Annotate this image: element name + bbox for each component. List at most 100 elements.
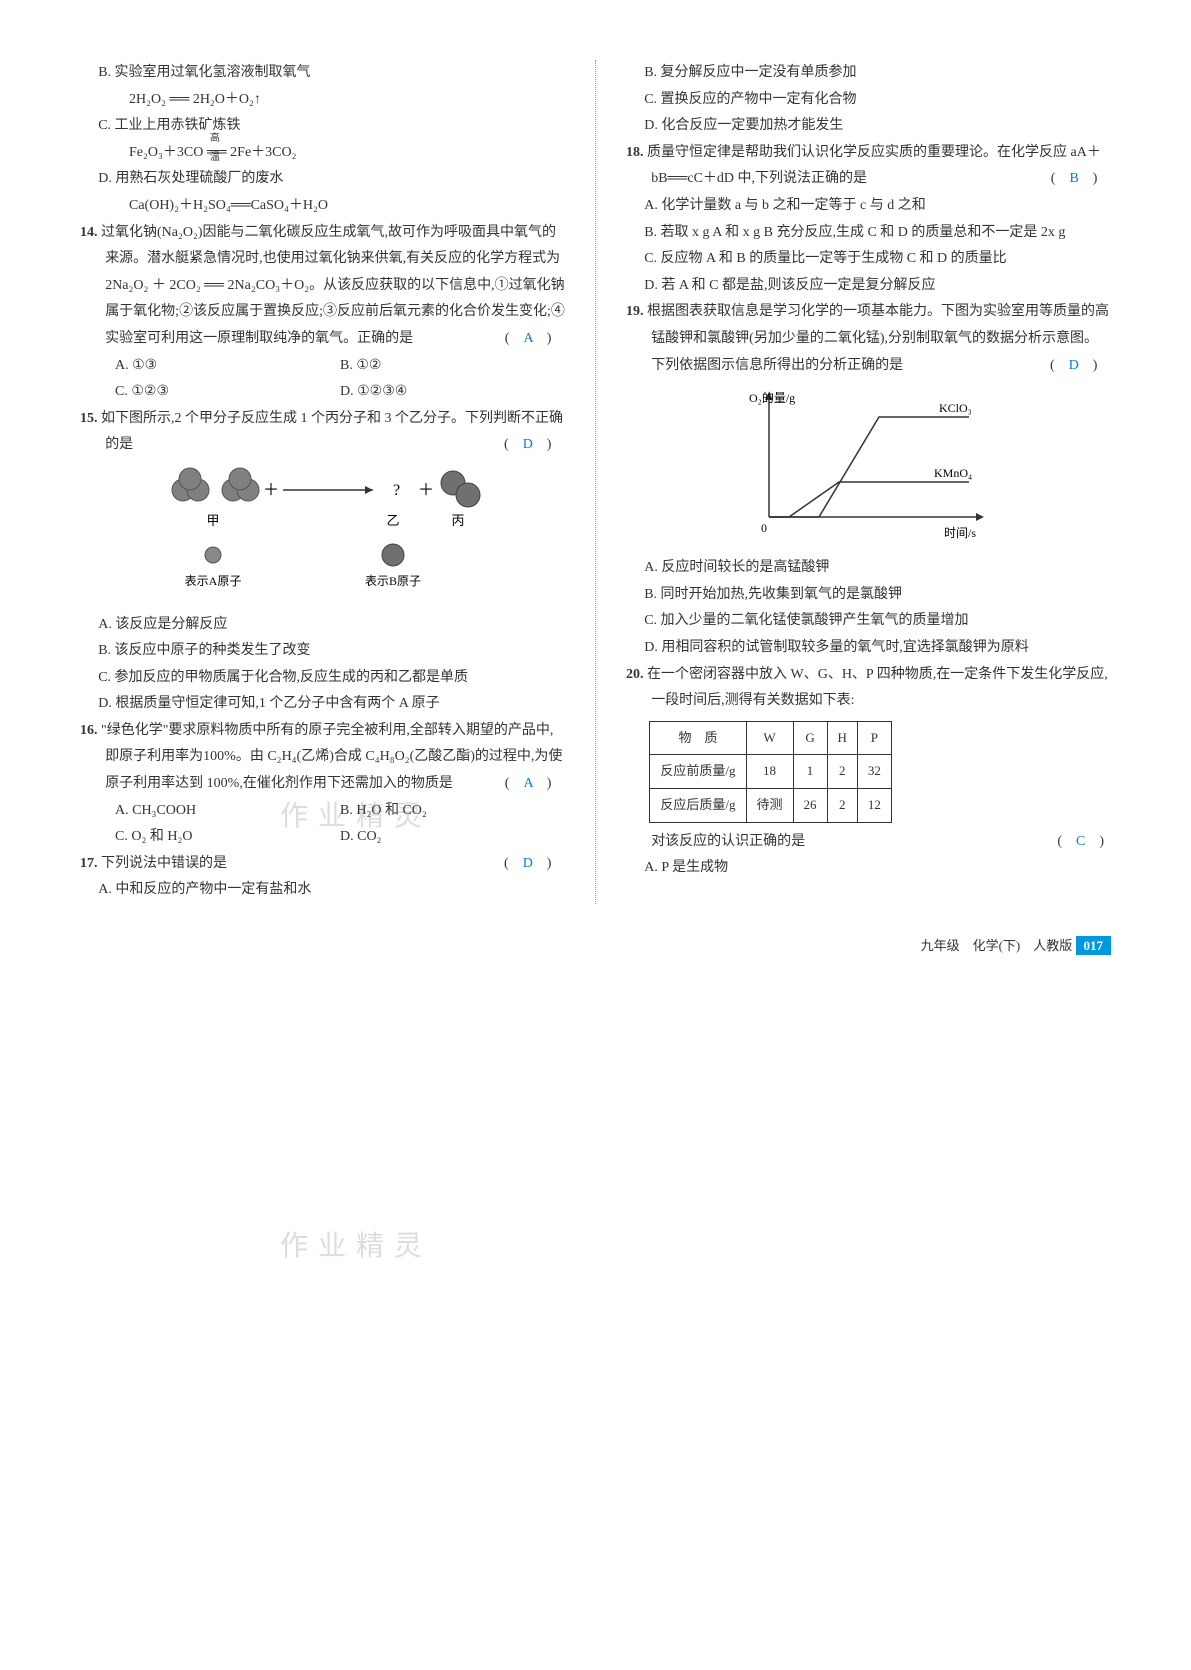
q13-option-d: D. 用熟石灰处理硫酸厂的废水 <box>80 166 565 193</box>
xlabel: 时间/s <box>944 526 976 540</box>
plus-1: ＋ <box>263 482 279 499</box>
label-kmno4: KMnO₄ <box>934 466 972 480</box>
q15-answer: D <box>523 437 533 452</box>
q17-answer: D <box>523 856 533 871</box>
column-divider <box>595 60 596 904</box>
q19-c: C. 加入少量的二氧化锰使氯酸钾产生氧气的质量增加 <box>626 608 1111 635</box>
label-yi: 乙 <box>386 513 399 528</box>
molecule-jia <box>172 468 259 501</box>
q17-body: 下列说法中错误的是 <box>101 856 227 871</box>
q13-eq-b: 2H₂O₂ ══ 2H₂O＋O₂↑ <box>80 87 565 114</box>
q19-text: 19. 根据图表获取信息是学习化学的一项基本能力。下图为实验室用等质量的高锰酸钾… <box>626 299 1111 379</box>
q17-text: 17. 下列说法中错误的是 ( D ) <box>80 851 565 878</box>
q14-text: 14. 过氧化钠(Na₂O₂)因能与二氧化碳反应生成氧气,故可作为呼吸面具中氧气… <box>80 220 565 353</box>
table-row: 反应前质量/g 18 1 2 32 <box>650 755 892 789</box>
q14-num: 14. <box>80 225 98 240</box>
q18-num: 18. <box>626 145 644 160</box>
label-kclo3: KClO₃ <box>939 401 972 415</box>
origin-label: 0 <box>761 521 767 535</box>
q14-answer: A <box>523 331 532 346</box>
q17-b: B. 复分解反应中一定没有单质参加 <box>626 60 1111 87</box>
reaction-arrow-head <box>365 486 373 494</box>
q14-a: A. ①③ <box>115 353 340 380</box>
ylabel: O₂的量/g <box>749 390 795 405</box>
molecule-svg: ＋ ? ＋ 甲 乙 丙 表示A原子 表示B原子 <box>143 465 503 595</box>
legend-a-atom <box>205 547 221 563</box>
label-bing: 丙 <box>451 513 464 528</box>
q13-option-b: B. 实验室用过氧化氢溶液制取氧气 <box>80 60 565 87</box>
q16-num: 16. <box>80 723 98 738</box>
q16-text: 16. "绿色化学"要求原料物质中所有的原子完全被利用,全部转入期望的产品中,即… <box>80 718 565 798</box>
q16-d: D. CO₂ <box>340 824 565 851</box>
r1c1: 18 <box>746 755 793 789</box>
q15-a: A. 该反应是分解反应 <box>80 612 565 639</box>
legend-b-label: 表示B原子 <box>364 574 420 588</box>
q20-num: 20. <box>626 667 644 682</box>
q18-c: C. 反应物 A 和 B 的质量比一定等于生成物 C 和 D 的质量比 <box>626 246 1111 273</box>
legend-a-label: 表示A原子 <box>184 574 241 588</box>
q17-c: C. 置换反应的产物中一定有化合物 <box>626 87 1111 114</box>
page-number: 017 <box>1076 936 1112 955</box>
q13-c-cond: 高温 <box>210 129 227 167</box>
q14-opts-cd: C. ①②③ D. ①②③④ <box>80 379 565 406</box>
q20-text: 20. 在一个密闭容器中放入 W、G、H、P 四种物质,在一定条件下发生化学反应… <box>626 662 1111 715</box>
q14-c: C. ①②③ <box>115 379 340 406</box>
r2c1: 待测 <box>746 789 793 823</box>
legend-b-atom <box>382 544 404 566</box>
page-footer: 九年级 化学(下) 人教版 017 <box>80 934 1111 959</box>
q17-d: D. 化合反应一定要加热才能发生 <box>626 113 1111 140</box>
q14-b: B. ①② <box>340 353 565 380</box>
right-column: B. 复分解反应中一定没有单质参加 C. 置换反应的产物中一定有化合物 D. 化… <box>626 60 1111 904</box>
q18-b: B. 若取 x g A 和 x g B 充分反应,生成 C 和 D 的质量总和不… <box>626 220 1111 247</box>
plus-2: ＋ <box>418 482 434 499</box>
r2c0: 反应后质量/g <box>650 789 746 823</box>
molecule-bing <box>441 471 480 507</box>
page-container: B. 实验室用过氧化氢溶液制取氧气 2H₂O₂ ══ 2H₂O＋O₂↑ C. 工… <box>80 60 1111 904</box>
q14-opts-ab: A. ①③ B. ①② <box>80 353 565 380</box>
q16-opts-ab: A. CH₃COOH B. H₂O 和 CO₂ <box>80 798 565 825</box>
q14-body: 过氧化钠(Na₂O₂)因能与二氧化碳反应生成氧气,故可作为呼吸面具中氧气的来源。… <box>101 225 565 346</box>
q16-body: "绿色化学"要求原料物质中所有的原子完全被利用,全部转入期望的产品中,即原子利用… <box>101 723 562 791</box>
th-4: P <box>857 721 891 755</box>
q19-body: 根据图表获取信息是学习化学的一项基本能力。下图为实验室用等质量的高锰酸钾和氯酸钾… <box>647 304 1109 372</box>
q16-answer: A <box>523 776 532 791</box>
q20-body: 在一个密闭容器中放入 W、G、H、P 四种物质,在一定条件下发生化学反应,一段时… <box>647 667 1108 709</box>
q19-chart: KClO₃ KMnO₄ O₂的量/g 时间/s 0 <box>739 387 999 547</box>
q18-body: 质量守恒定律是帮助我们认识化学反应实质的重要理论。在化学反应 aA＋bB══cC… <box>647 145 1101 187</box>
q19-answer-paren: ( D ) <box>1075 353 1104 380</box>
q18-d: D. 若 A 和 C 都是盐,则该反应一定是复分解反应 <box>626 273 1111 300</box>
series-kmno4 <box>769 482 969 517</box>
q17-num: 17. <box>80 856 98 871</box>
q17-a: A. 中和反应的产物中一定有盐和水 <box>80 877 565 904</box>
r2c4: 12 <box>857 789 891 823</box>
q15-num: 15. <box>80 411 98 426</box>
q20-a: A. P 是生成物 <box>626 855 1111 882</box>
watermark-2: 作业精灵 <box>280 1220 432 1273</box>
q16-opts-cd: C. O₂ 和 H₂O D. CO₂ <box>80 824 565 851</box>
q15-d: D. 根据质量守恒定律可知,1 个乙分子中含有两个 A 原子 <box>80 691 565 718</box>
r1c4: 32 <box>857 755 891 789</box>
q16-b: B. H₂O 和 CO₂ <box>340 798 565 825</box>
q19-b: B. 同时开始加热,先收集到氧气的是氯酸钾 <box>626 582 1111 609</box>
q13-eq-d: Ca(OH)₂＋H₂SO₄══CaSO₄＋H₂O <box>80 193 565 220</box>
table-row: 反应后质量/g 待测 26 2 12 <box>650 789 892 823</box>
th-0: 物 质 <box>650 721 746 755</box>
q20-table: 物 质 W G H P 反应前质量/g 18 1 2 32 反应后质量/g 待测… <box>649 721 892 823</box>
label-jia: 甲 <box>206 513 219 528</box>
footer-text: 九年级 化学(下) 人教版 <box>921 938 1073 953</box>
th-2: G <box>793 721 827 755</box>
r1c0: 反应前质量/g <box>650 755 746 789</box>
q18-text: 18. 质量守恒定律是帮助我们认识化学反应实质的重要理论。在化学反应 aA＋bB… <box>626 140 1111 193</box>
q13-eq-c: Fe₂O₃＋3CO 高温══ 2Fe＋3CO₂ <box>80 140 565 167</box>
q19-answer: D <box>1069 358 1079 373</box>
q18-answer: B <box>1069 171 1078 186</box>
r2c2: 26 <box>793 789 827 823</box>
r1c2: 1 <box>793 755 827 789</box>
q19-num: 19. <box>626 304 644 319</box>
q13-option-c: C. 工业上用赤铁矿炼铁 <box>80 113 565 140</box>
q18-a: A. 化学计量数 a 与 b 之和一定等于 c 与 d 之和 <box>626 193 1111 220</box>
q20-answer: C <box>1076 834 1085 849</box>
q19-d: D. 用相同容积的试管制取较多量的氧气时,宜选择氯酸钾为原料 <box>626 635 1111 662</box>
q20-answer-paren: ( C ) <box>1057 829 1104 856</box>
q14-d: D. ①②③④ <box>340 379 565 406</box>
